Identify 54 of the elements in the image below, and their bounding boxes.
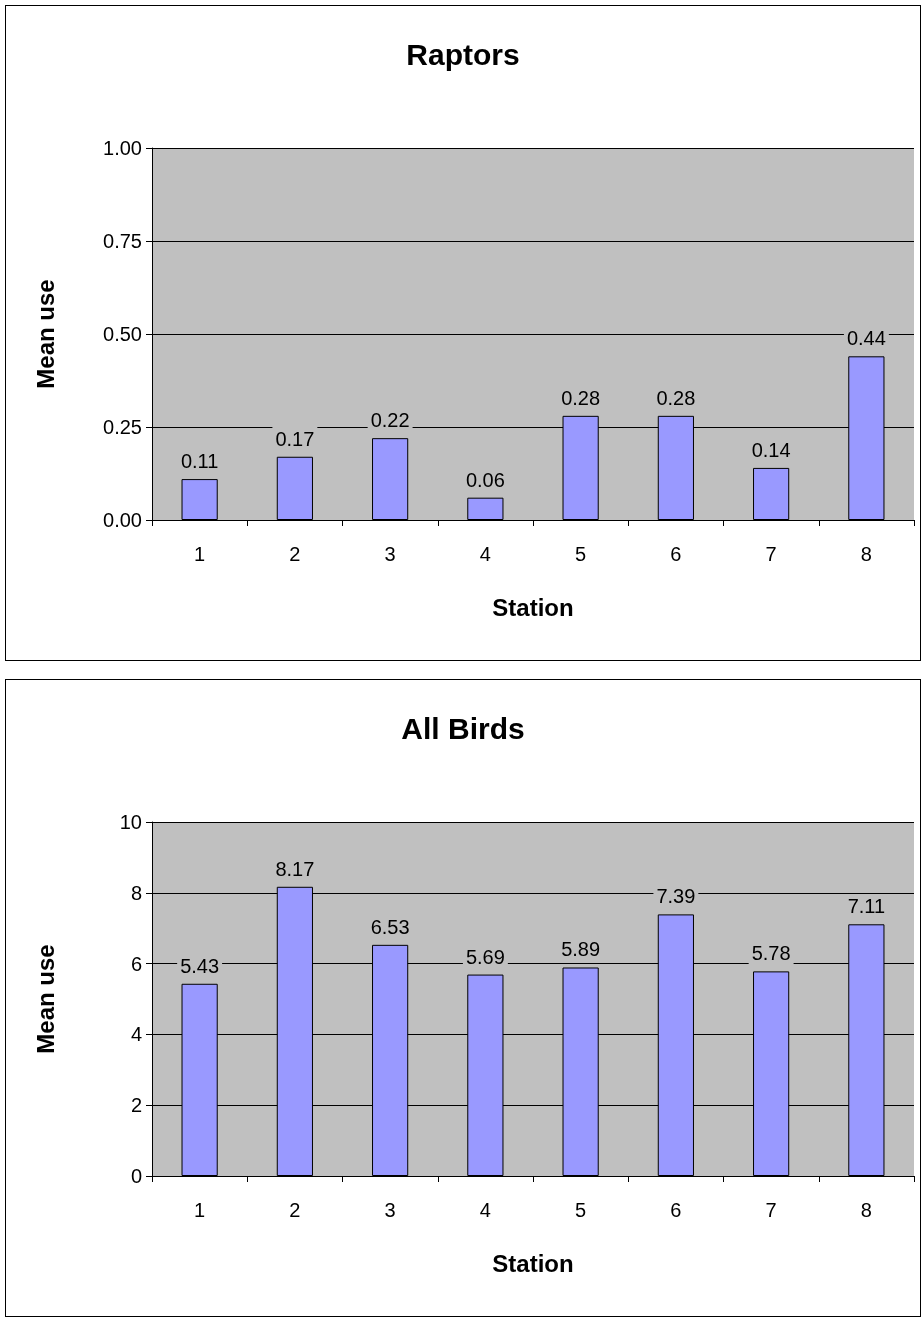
x-tick-label: 7 (765, 543, 777, 565)
bar (467, 497, 504, 520)
x-tick-label: 2 (289, 543, 301, 565)
data-label: 8.17 (275, 857, 315, 880)
y-tick-label: 6 (130, 952, 142, 975)
data-label: 0.28 (656, 386, 696, 409)
x-axis-title: Station (492, 1249, 574, 1277)
y-axis-title: Mean use (31, 279, 59, 389)
data-label: 0.17 (275, 427, 315, 450)
data-label: 5.43 (180, 954, 220, 977)
x-tick-label: 5 (575, 543, 587, 565)
data-label: 5.69 (465, 945, 505, 968)
y-tick-label: 4 (130, 1023, 142, 1046)
data-label: 7.11 (847, 895, 886, 918)
x-tick-label: 6 (670, 543, 682, 565)
y-tick-label: 0 (130, 1165, 142, 1187)
data-label: 0.06 (465, 468, 505, 491)
data-label: 0.28 (561, 386, 601, 409)
y-tick-label: 0.00 (103, 509, 142, 531)
x-tick-label: 4 (479, 1199, 491, 1221)
y-tick-label: 10 (119, 811, 142, 833)
x-tick-label: 4 (479, 543, 491, 565)
bar (181, 479, 218, 520)
data-label: 0.11 (180, 450, 219, 473)
data-label: 0.44 (846, 327, 886, 350)
x-tick-label: 1 (194, 543, 206, 565)
x-tick-label: 6 (670, 1199, 682, 1221)
data-label: 5.78 (751, 942, 791, 965)
bar (372, 438, 409, 520)
y-tick-label: 2 (130, 1094, 142, 1117)
y-tick-label: 8 (130, 881, 142, 904)
x-axis-title: Station (492, 593, 574, 621)
bar (753, 467, 790, 520)
x-tick-label: 1 (194, 1199, 206, 1221)
x-tick-label: 7 (765, 1199, 777, 1221)
bar (276, 456, 313, 520)
y-tick-label: 0.75 (103, 230, 142, 252)
chart-title: All Birds (401, 711, 525, 745)
y-tick-label: 1.00 (103, 137, 142, 159)
data-label: 5.89 (561, 938, 601, 961)
data-label: 0.14 (751, 438, 791, 461)
x-tick-label: 3 (384, 543, 396, 565)
y-axis-title: Mean use (31, 944, 59, 1054)
x-tick-label: 5 (575, 1199, 587, 1221)
chart-title: Raptors (406, 37, 520, 71)
y-tick-label: 0.25 (103, 416, 142, 438)
x-tick-label: 8 (860, 1199, 872, 1221)
x-tick-label: 8 (860, 543, 872, 565)
x-tick-label: 3 (384, 1199, 396, 1221)
data-label: 6.53 (370, 915, 410, 938)
data-label: 7.39 (656, 885, 696, 908)
x-tick-label: 2 (289, 1199, 301, 1221)
data-label: 0.22 (370, 409, 410, 432)
y-tick-label: 0.50 (103, 323, 142, 345)
